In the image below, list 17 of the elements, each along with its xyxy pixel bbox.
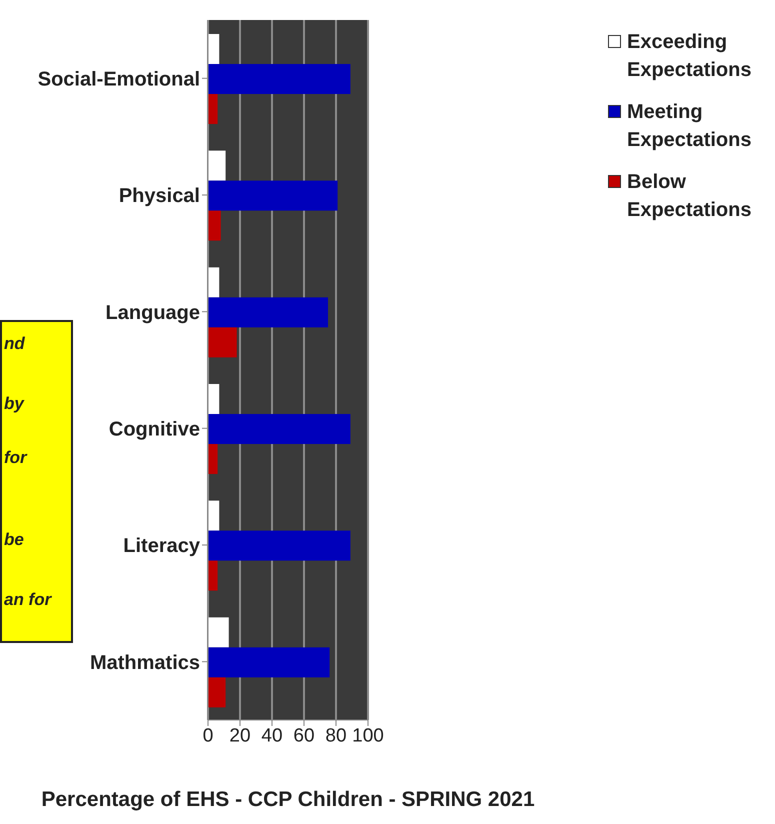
y-tick-label: Cognitive [108, 418, 200, 440]
legend-label: Exceeding Expectations [627, 30, 752, 83]
x-tick-label: 0 [202, 725, 214, 746]
legend-label: Below Expectations [627, 170, 752, 223]
y-tick-label: Mathmatics [90, 652, 200, 674]
x-tick-label: 20 [229, 725, 251, 746]
x-tick-label: 40 [261, 725, 283, 746]
y-tick-label: Social-Emotional [38, 68, 200, 90]
x-tick-label: 80 [325, 725, 347, 746]
legend-label: Meeting Expectations [627, 100, 752, 153]
x-tick-label: 100 [352, 725, 384, 746]
y-tick-label: Physical [118, 185, 200, 208]
note-box: nd by for be an for [0, 320, 73, 643]
x-tick-label: 60 [293, 725, 315, 746]
y-tick-label: Language [106, 302, 200, 324]
y-tick-label: Literacy [123, 535, 201, 558]
x-axis-title: Percentage of EHS - CCP Children - SPRING 2021 [41, 788, 535, 811]
